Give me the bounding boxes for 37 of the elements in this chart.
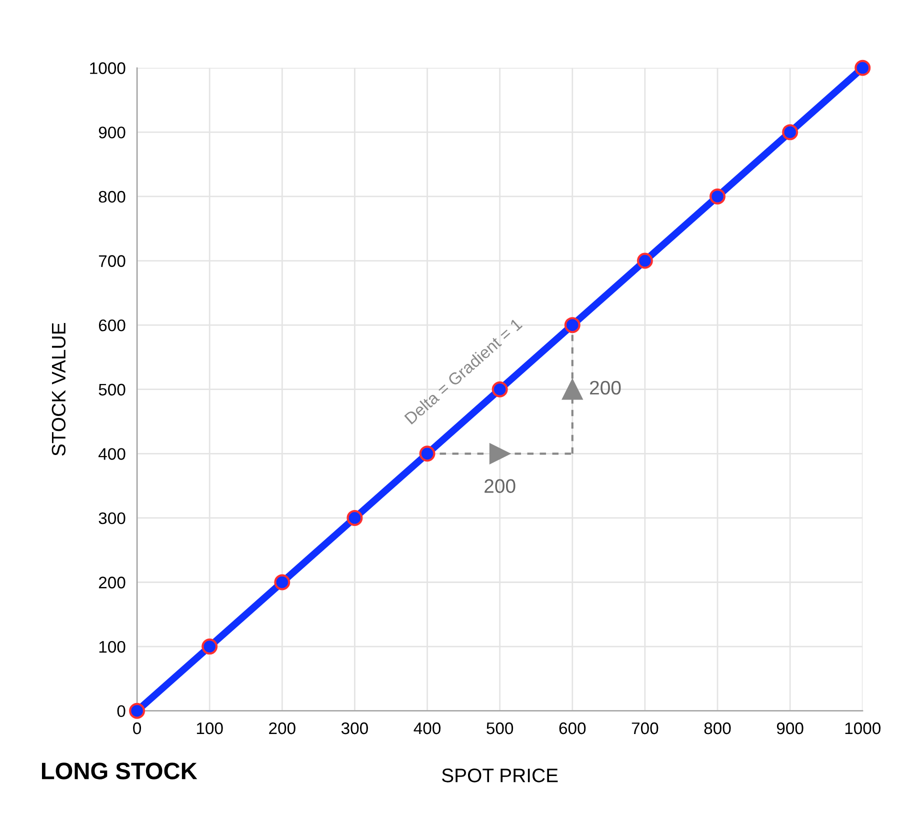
point bbox=[636, 252, 653, 269]
x-tick-label: 1000 bbox=[845, 722, 881, 734]
x-tick-label: 100 bbox=[196, 722, 223, 734]
point bbox=[419, 446, 436, 462]
x-tick-label: 900 bbox=[776, 722, 804, 734]
y-axis-title: STOCK VALUE bbox=[52, 323, 66, 456]
y-tick-label: 100 bbox=[99, 640, 126, 653]
x-tick-label: 200 bbox=[269, 722, 296, 734]
annotation: 200 bbox=[484, 479, 516, 493]
y-tick-label: 400 bbox=[98, 448, 126, 460]
x-axis-title: SPOT PRICE bbox=[442, 768, 558, 782]
point bbox=[710, 188, 726, 204]
y-tick-label: 200 bbox=[98, 576, 126, 588]
y-tick-label: 600 bbox=[98, 319, 126, 332]
x-tick-label: 300 bbox=[341, 722, 368, 734]
y-tick-label: 700 bbox=[98, 255, 126, 267]
point bbox=[782, 124, 798, 140]
point bbox=[346, 510, 363, 526]
y-tick-label: 0 bbox=[117, 705, 126, 718]
y-tick-label: 500 bbox=[98, 384, 126, 396]
x-tick-label: 600 bbox=[559, 722, 586, 734]
y-tick-label: 1000 bbox=[90, 62, 126, 74]
text: LONG STOCK bbox=[42, 762, 198, 780]
x-tick-label: 700 bbox=[632, 722, 658, 734]
point bbox=[274, 574, 290, 590]
x-tick-label: 0 bbox=[133, 722, 142, 734]
x-tick-label: 800 bbox=[704, 722, 731, 734]
point bbox=[854, 60, 871, 76]
point bbox=[564, 317, 580, 334]
y-tick-label: 900 bbox=[98, 126, 126, 138]
point bbox=[129, 702, 146, 719]
y-tick-label: 300 bbox=[98, 512, 126, 524]
annotation: 200 bbox=[590, 380, 621, 395]
x-tick-label: 400 bbox=[414, 722, 441, 734]
x-tick-label: 500 bbox=[486, 722, 514, 734]
y-tick-label: 800 bbox=[98, 190, 126, 203]
point bbox=[202, 638, 218, 655]
